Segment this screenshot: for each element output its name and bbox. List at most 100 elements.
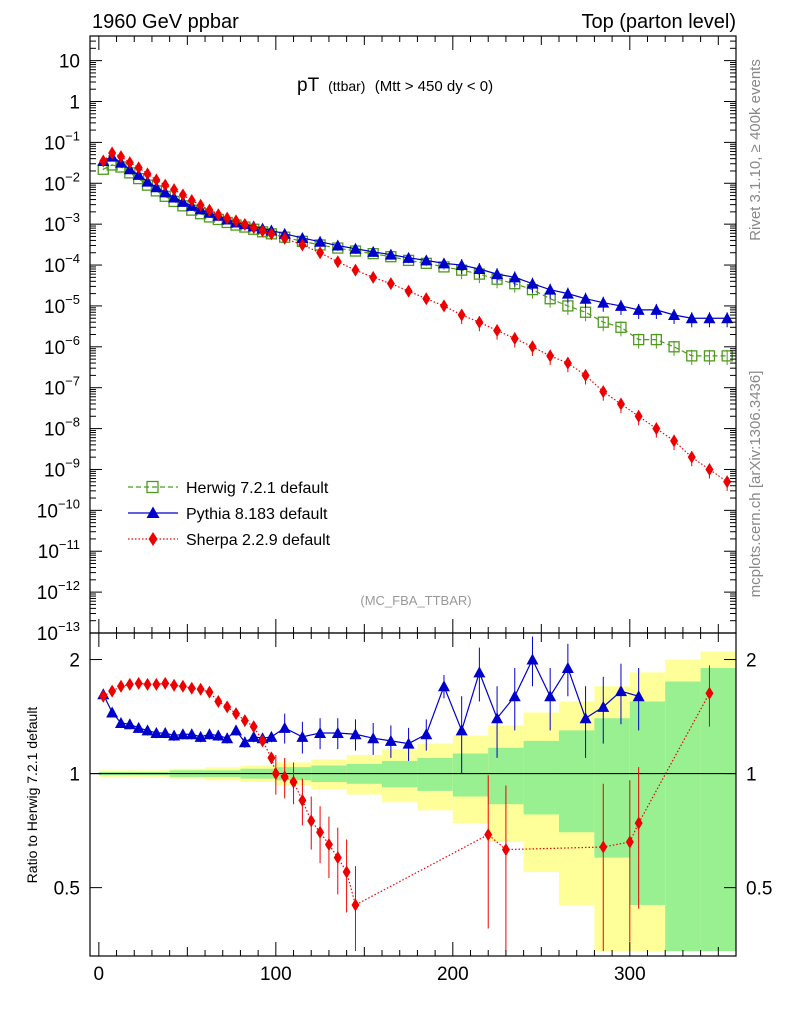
ratio-point-0 [132, 721, 145, 733]
main-point-2 [634, 409, 643, 423]
main-point-1 [632, 303, 645, 315]
main-point-2 [723, 475, 732, 489]
ratio-band-inner [665, 681, 701, 952]
main-point-2 [214, 208, 223, 222]
plot-title-sub: (ttbar) [328, 78, 365, 94]
main-point-2 [161, 178, 170, 192]
ratio-band-inner [559, 730, 595, 833]
main-ytick-label: 10−7 [44, 374, 80, 400]
ratio-xtick-label: 0 [94, 964, 105, 985]
main-point-2 [528, 340, 537, 354]
main-point-1 [384, 248, 397, 260]
ratio-ytick-label-right: 1 [746, 765, 757, 786]
main-point-2 [404, 284, 413, 298]
main-point-1 [296, 231, 309, 243]
ratio-point-1 [125, 677, 134, 691]
ratio-frame [89, 632, 737, 957]
mcplots-label: mcplots.cern.ch [arXiv:1306.3436] [747, 371, 764, 598]
ratio-point-1 [161, 676, 170, 690]
ratio-point-1 [634, 816, 643, 830]
main-ytick-label: 10−11 [38, 537, 80, 563]
ratio-point-0 [402, 737, 415, 749]
ratio-point-1 [143, 677, 152, 691]
ratio-point-1 [501, 843, 510, 857]
main-ytick-label: 10−13 [37, 619, 80, 645]
ratio-ytick-label: 1 [69, 765, 80, 786]
main-ytick-label: 10−5 [44, 292, 80, 318]
main-point-2 [457, 308, 466, 322]
ratio-point-0 [265, 730, 278, 742]
ratio-point-1 [280, 770, 289, 784]
ratio-point-1 [196, 682, 205, 696]
legend-label-sherpa: Sherpa 2.2.9 default [186, 532, 331, 549]
main-point-2 [316, 246, 325, 260]
ratio-series-line-1 [102, 682, 710, 906]
main-point-2 [298, 238, 307, 252]
ratio-ytick-label-right: 0.5 [746, 879, 772, 900]
main-point-1 [597, 296, 610, 308]
ratio-point-1 [223, 700, 232, 714]
main-ytick-label: 10−10 [37, 496, 80, 522]
main-point-1 [367, 245, 380, 257]
ratio-point-0 [384, 734, 397, 746]
legend-label-pythia: Pythia 8.183 default [186, 506, 328, 523]
ratio-point-1 [289, 775, 298, 789]
plot-title-main: pT [297, 75, 320, 96]
main-point-1 [141, 175, 154, 187]
main-point-1 [132, 168, 145, 180]
main-point-1 [614, 299, 627, 311]
main-point-2 [152, 173, 161, 187]
main-point-2 [386, 277, 395, 291]
main-point-0 [668, 341, 680, 353]
main-point-2 [99, 154, 108, 168]
ratio-point-0 [230, 724, 243, 736]
ratio-ylabel: Ratio to Herwig 7.2.1 default [24, 707, 40, 884]
ratio-point-0 [168, 729, 181, 741]
main-ytick-label: 10−3 [44, 210, 80, 236]
legend-label-herwig: Herwig 7.2.1 default [186, 480, 329, 497]
ratio-point-1 [271, 767, 280, 781]
ratio-point-1 [187, 681, 196, 695]
main-point-1 [402, 251, 415, 263]
ratio-point-0 [420, 728, 433, 740]
ratio-band-inner [594, 718, 630, 858]
main-point-2 [599, 385, 608, 399]
main-point-1 [349, 242, 362, 254]
watermark-label: (MC_FBA_TTBAR) [360, 593, 471, 608]
ratio-point-0 [473, 666, 486, 678]
ratio-band-inner [700, 667, 736, 952]
ratio-point-0 [632, 690, 645, 702]
main-ytick-label: 10−1 [44, 128, 80, 154]
plot-title-cut: (Mtt > 450 dy < 0) [375, 78, 493, 95]
main-point-0 [686, 350, 698, 362]
main-point-2 [143, 167, 152, 181]
main-point-2 [369, 270, 378, 284]
ratio-point-1 [599, 840, 608, 854]
ratio-point-0 [544, 690, 557, 702]
ratio-point-1 [484, 828, 493, 842]
ratio-point-0 [561, 661, 574, 673]
main-point-1 [176, 195, 189, 207]
ratio-point-1 [249, 720, 258, 734]
ratio-point-1 [351, 898, 360, 912]
ratio-point-1 [214, 694, 223, 708]
main-ytick-label: 1 [69, 92, 80, 113]
main-point-2 [439, 299, 448, 313]
main-point-1 [685, 312, 698, 324]
main-point-2 [670, 434, 679, 448]
ratio-band-inner [629, 701, 666, 905]
main-point-2 [249, 221, 258, 235]
ratio-point-0 [150, 726, 163, 738]
main-point-1 [168, 191, 181, 203]
ratio-point-0 [185, 728, 198, 740]
ratio-point-0 [159, 726, 172, 738]
main-point-2 [205, 203, 214, 217]
ratio-band-inner [523, 740, 560, 815]
legend-entry-sherpa: Sherpa 2.2.9 default [128, 532, 331, 549]
legend-entry-pythia: Pythia 8.183 default [128, 506, 328, 523]
ratio-point-0 [367, 732, 380, 744]
ratio-xtick-label: 100 [260, 964, 292, 985]
ratio-point-0 [349, 728, 362, 740]
ratio-point-0 [221, 732, 234, 744]
